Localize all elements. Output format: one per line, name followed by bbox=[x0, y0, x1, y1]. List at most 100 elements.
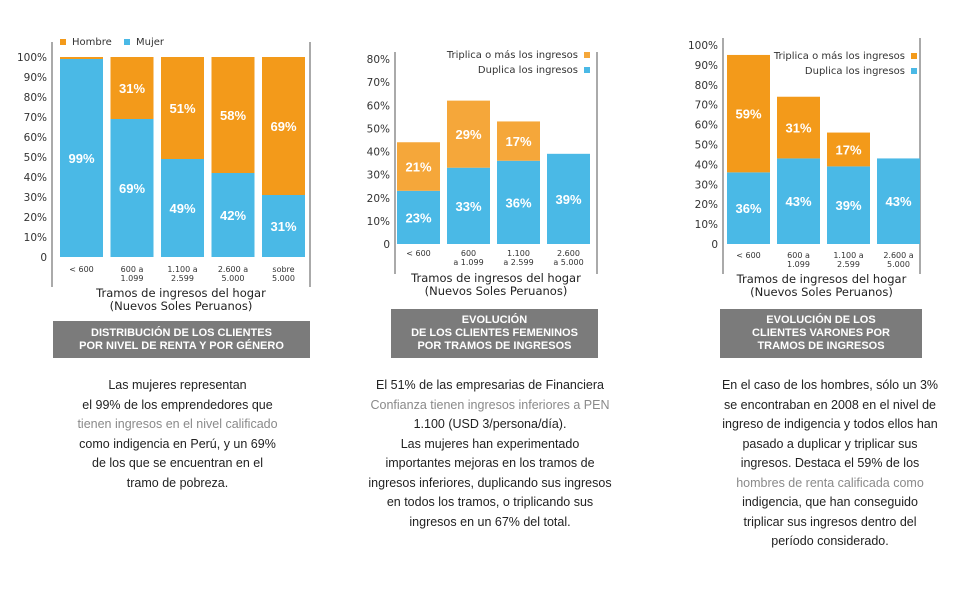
data-label: 39% bbox=[555, 192, 581, 207]
y-tick-label: 20% bbox=[24, 212, 47, 224]
data-label: 58% bbox=[220, 108, 246, 123]
data-label: 59% bbox=[735, 107, 761, 122]
data-label: 33% bbox=[455, 199, 481, 214]
bar-segment bbox=[110, 119, 154, 257]
bar-segment bbox=[827, 166, 870, 244]
legend-swatch bbox=[911, 53, 917, 59]
data-label: 69% bbox=[119, 181, 145, 196]
x-axis-label: (Nuevos Soles Peruanos) bbox=[425, 284, 568, 298]
bar-segment bbox=[827, 132, 870, 167]
x-tick-label: 2.600 bbox=[557, 249, 580, 258]
y-tick-label: 20% bbox=[367, 193, 390, 205]
note-text: El 51% de las empresarias de Financiera bbox=[376, 378, 604, 392]
y-tick-label: 50% bbox=[367, 123, 390, 135]
data-label: 17% bbox=[835, 142, 861, 157]
bar-segment bbox=[397, 190, 440, 244]
bar-segment bbox=[60, 59, 103, 257]
data-label: 49% bbox=[169, 201, 195, 216]
note-text: hombres de renta calificada como bbox=[736, 475, 924, 490]
y-tick-label: 60% bbox=[367, 100, 390, 112]
bar-segment bbox=[161, 57, 204, 159]
bar-segment bbox=[262, 57, 305, 195]
bar-segment bbox=[397, 142, 440, 191]
x-tick-label: < 600 bbox=[736, 251, 761, 260]
chart-men-evolution: 0 10% 20% 30% 40% 50% 60% 70% 80% 90% 100% 36% 59% < … bbox=[688, 38, 921, 299]
y-tick-label: 70% bbox=[695, 100, 718, 112]
x-tick-label: 2.599 bbox=[171, 274, 194, 283]
chart-gender-distribution: 0 10% 20% 30% 40% 50% 60% 70% 80% 90% 100% 99% < 600… bbox=[17, 37, 311, 313]
y-tick-label: 30% bbox=[695, 179, 718, 191]
x-tick-label: a 5.000 bbox=[553, 258, 583, 267]
bar-segment bbox=[877, 158, 920, 244]
legend-label: Triplica o más los ingresos bbox=[773, 50, 905, 62]
bar-segment bbox=[161, 159, 204, 257]
bar-segment bbox=[777, 96, 820, 159]
legend-label: Duplica los ingresos bbox=[805, 66, 905, 77]
chart-panel-gender: 0 10% 20% 30% 40% 50% 60% 70% 80% 90% 100% 99% < 600… bbox=[0, 0, 320, 592]
y-tick-label: 0 bbox=[383, 239, 390, 251]
chart-panel-women: 0 10% 20% 30% 40% 50% 60% 70% 80% 23% 21% < 600 33% 2… bbox=[320, 0, 640, 592]
x-tick-label: a 1.099 bbox=[453, 258, 483, 267]
y-tick-label: 30% bbox=[367, 170, 390, 182]
y-tick-label: 30% bbox=[24, 192, 47, 204]
data-label: 29% bbox=[455, 127, 481, 142]
y-tick-label: 0 bbox=[40, 252, 47, 264]
bar-segment bbox=[60, 57, 103, 59]
y-tick-label: 20% bbox=[695, 199, 718, 211]
data-label: 21% bbox=[405, 160, 431, 175]
x-tick-label: 2.600 a bbox=[883, 251, 913, 260]
data-label: 31% bbox=[270, 219, 296, 234]
y-tick-label: 40% bbox=[695, 159, 718, 171]
legend-swatch bbox=[584, 52, 590, 58]
y-tick-label: 70% bbox=[367, 77, 390, 89]
legend-label: Hombre bbox=[72, 37, 112, 48]
x-tick-label: a 2.599 bbox=[503, 258, 533, 267]
x-tick-label: 1.100 bbox=[507, 249, 530, 258]
x-tick-label: 5.000 bbox=[272, 274, 295, 283]
x-axis-label: Tramos de ingresos del hogar bbox=[736, 272, 907, 286]
x-tick-label: sobre bbox=[272, 265, 294, 274]
x-axis-label: Tramos de ingresos del hogar bbox=[410, 271, 581, 285]
bar-segment bbox=[447, 100, 490, 168]
bar-segment bbox=[211, 173, 255, 257]
x-tick-label: 5.000 bbox=[222, 274, 245, 283]
bar-segment bbox=[497, 160, 540, 244]
y-tick-label: 90% bbox=[24, 72, 47, 84]
data-label: 23% bbox=[405, 210, 431, 225]
note-text: 1.100 (USD 3/persona/día). Las mujeres ha… bbox=[368, 417, 612, 529]
y-tick-label: 50% bbox=[24, 152, 47, 164]
legend-swatch bbox=[911, 68, 917, 74]
chart-description: El 51% de las empresarias de Financiera C… bbox=[340, 376, 640, 532]
chart-title-text: EVOLUCIÓN DE LOS CLIENTES FEMENINOS POR TR… bbox=[411, 314, 578, 352]
x-axis-label: (Nuevos Soles Peruanos) bbox=[750, 285, 893, 299]
bar-segment bbox=[547, 153, 590, 244]
data-label: 43% bbox=[885, 194, 911, 209]
bar-segment bbox=[211, 57, 255, 173]
x-tick-label: < 600 bbox=[406, 249, 431, 258]
note-text: En el caso de los hombres, sólo un 3% se … bbox=[721, 378, 939, 470]
note-text: como indigencia en Perú, y un 69% de los … bbox=[79, 436, 276, 490]
chart-title-banner: DISTRIBUCIÓN DE LOS CLIENTES POR NIVEL DE… bbox=[53, 321, 310, 358]
chart-women-evolution: 0 10% 20% 30% 40% 50% 60% 70% 80% 23% 21% < 600 33% 2… bbox=[367, 49, 598, 298]
bar-segment bbox=[110, 57, 154, 119]
bar-segment bbox=[727, 54, 770, 173]
x-tick-label: 600 bbox=[461, 249, 476, 258]
x-tick-label: 5.000 bbox=[887, 260, 910, 269]
x-tick-label: 600 a bbox=[121, 265, 144, 274]
data-label: 69% bbox=[270, 119, 296, 134]
x-tick-label: 600 a bbox=[787, 251, 810, 260]
bar-segment bbox=[777, 158, 820, 244]
y-tick-label: 100% bbox=[17, 52, 47, 64]
chart-description: Las mujeres representan el 99% de los emp… bbox=[40, 376, 315, 493]
y-tick-label: 60% bbox=[695, 120, 718, 132]
legend-swatch bbox=[124, 39, 130, 45]
y-tick-label: 10% bbox=[24, 232, 47, 244]
x-tick-label: 1.100 a bbox=[833, 251, 863, 260]
legend-swatch bbox=[584, 67, 590, 73]
legend-label: Duplica los ingresos bbox=[478, 65, 578, 76]
x-tick-label: 1.099 bbox=[121, 274, 144, 283]
note-text: indigencia, que han conseguido triplicar … bbox=[742, 495, 918, 548]
data-label: 43% bbox=[785, 194, 811, 209]
y-tick-label: 90% bbox=[695, 60, 718, 72]
y-tick-label: 100% bbox=[688, 40, 718, 52]
